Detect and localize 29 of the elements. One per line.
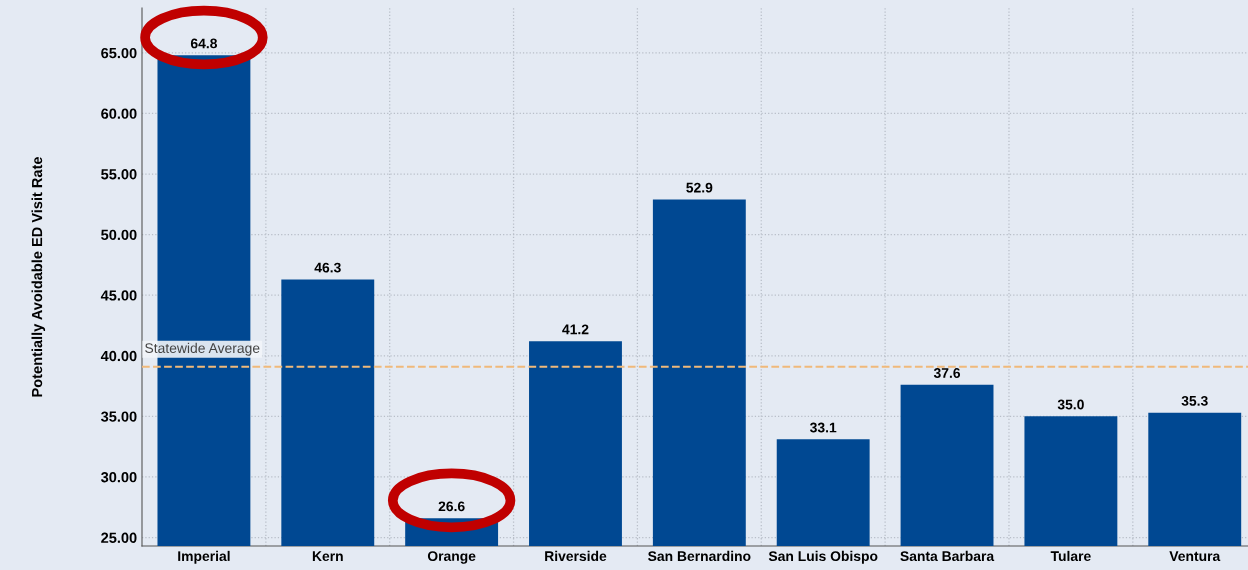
- data-label: 46.3: [314, 262, 341, 273]
- data-label: 26.6: [438, 501, 465, 512]
- y-tick-label: 65.00: [101, 47, 137, 59]
- x-tick-label: San Luis Obispo: [768, 550, 878, 564]
- data-label: 33.1: [809, 422, 837, 433]
- data-label: 64.8: [190, 38, 218, 49]
- y-tick-label: 40.00: [100, 350, 137, 362]
- data-label: 35.3: [1181, 395, 1208, 406]
- ref-line-label: Statewide Average: [145, 342, 260, 356]
- y-tick-label: 55.00: [101, 169, 137, 180]
- x-tick-label: Tulare: [1050, 550, 1091, 562]
- y-tick-label: 30.00: [100, 472, 137, 483]
- y-tick-label: 45.00: [100, 290, 137, 301]
- x-tick-label: Riverside: [545, 550, 607, 562]
- x-tick-label: San Bernardino: [648, 550, 751, 562]
- y-tick-label: 35.00: [100, 411, 137, 422]
- data-label: 35.0: [1057, 399, 1084, 410]
- x-tick-label: Ventura: [1169, 551, 1221, 562]
- y-axis-title: Potentially Avoidable ED Visit Rate: [31, 157, 46, 397]
- y-tick-label: 50.00: [101, 229, 137, 241]
- y-tick-label: 60.00: [101, 108, 137, 119]
- data-label: 41.2: [562, 324, 589, 335]
- x-tick-label: Kern: [312, 551, 343, 562]
- data-label: 37.6: [933, 368, 961, 378]
- y-tick-label: 25.00: [101, 532, 137, 543]
- x-tick-label: Imperial: [178, 550, 230, 564]
- x-tick-label: Santa Barbara: [900, 550, 995, 562]
- x-tick-label: Orange: [427, 551, 476, 564]
- data-label: 52.9: [686, 182, 713, 193]
